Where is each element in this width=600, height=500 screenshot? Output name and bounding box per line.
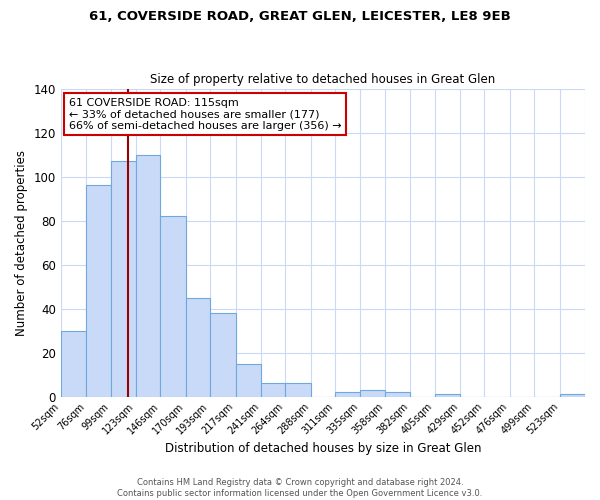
- Bar: [335, 392, 361, 396]
- Bar: [560, 394, 585, 396]
- Text: Contains HM Land Registry data © Crown copyright and database right 2024.
Contai: Contains HM Land Registry data © Crown c…: [118, 478, 482, 498]
- Bar: [286, 384, 311, 396]
- Text: 61 COVERSIDE ROAD: 115sqm
← 33% of detached houses are smaller (177)
66% of semi: 61 COVERSIDE ROAD: 115sqm ← 33% of detac…: [68, 98, 341, 131]
- Title: Size of property relative to detached houses in Great Glen: Size of property relative to detached ho…: [150, 73, 496, 86]
- X-axis label: Distribution of detached houses by size in Great Glen: Distribution of detached houses by size …: [164, 442, 481, 455]
- Bar: [61, 330, 86, 396]
- Bar: [86, 186, 110, 396]
- Bar: [434, 394, 460, 396]
- Bar: [210, 313, 236, 396]
- Bar: [136, 154, 160, 396]
- Bar: [361, 390, 385, 396]
- Bar: [261, 384, 286, 396]
- Bar: [110, 161, 136, 396]
- Y-axis label: Number of detached properties: Number of detached properties: [15, 150, 28, 336]
- Bar: [186, 298, 210, 396]
- Bar: [385, 392, 410, 396]
- Bar: [160, 216, 186, 396]
- Bar: [236, 364, 261, 396]
- Text: 61, COVERSIDE ROAD, GREAT GLEN, LEICESTER, LE8 9EB: 61, COVERSIDE ROAD, GREAT GLEN, LEICESTE…: [89, 10, 511, 23]
